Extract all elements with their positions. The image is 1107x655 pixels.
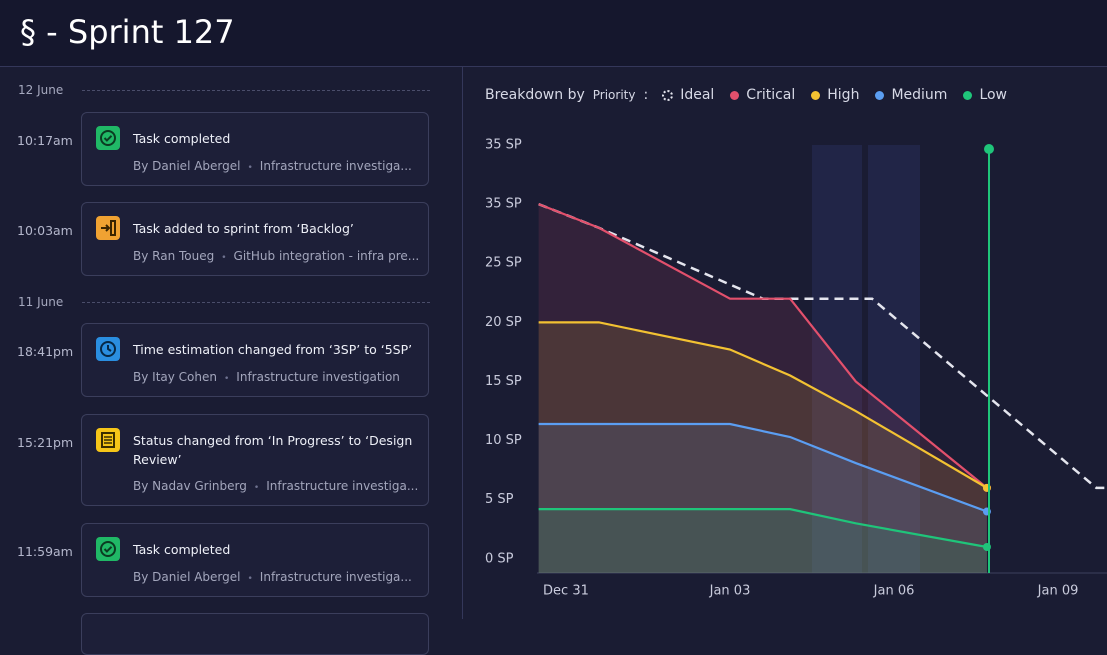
time: 15:21pm <box>17 435 74 450</box>
task: Infrastructure investiga... <box>259 570 412 584</box>
y-tick-label: 35 SP <box>485 197 522 212</box>
legend-item[interactable]: High <box>811 87 859 103</box>
line <box>538 321 988 489</box>
y-tick-label: 0 SP <box>485 551 514 566</box>
activity-title: Task completed <box>133 542 231 557</box>
divider <box>82 302 430 303</box>
line <box>538 203 988 489</box>
legend-marker <box>963 90 973 100</box>
time: 10:03am <box>17 223 73 238</box>
activity-meta: By Daniel Abergel • Infrastructure investi… <box>133 570 412 584</box>
time: 18:41pm <box>17 344 74 359</box>
activity-card[interactable]: Task completed By Daniel Abergel • Infrast… <box>81 523 429 597</box>
area <box>538 424 987 573</box>
activity-title: Status changed from ‘In Progress’ to ‘De… <box>133 433 413 467</box>
area <box>538 509 987 573</box>
legend-item[interactable]: Ideal <box>662 87 714 103</box>
date-divider: 12 June <box>18 83 64 97</box>
y-tick-label: 35 SP <box>485 138 522 153</box>
author: By Nadav Grinberg <box>133 479 247 493</box>
activity-card[interactable] <box>81 613 429 655</box>
area <box>538 204 987 573</box>
chart: 35 SP 35 SP 25 SP 20 SP 15 SP 10 SP 5 SP 0 SP De… <box>485 138 1107 599</box>
y-tick-label: 15 SP <box>485 374 522 389</box>
author: By Daniel Abergel <box>133 570 241 584</box>
legend-separator: : <box>643 87 649 103</box>
legend-marker <box>662 89 674 101</box>
activity-card[interactable]: Task completed By Daniel Abergel • Infrast… <box>81 112 429 186</box>
y-tick-label: 10 SP <box>485 433 522 448</box>
date-divider: 11 June <box>18 295 64 309</box>
y-tick-label: 25 SP <box>485 256 522 271</box>
icon <box>96 337 120 361</box>
task: Infrastructure investigation <box>236 370 400 384</box>
weekend-band <box>868 145 920 573</box>
activity-meta: By Itay Cohen • Infrastructure investigati… <box>133 370 400 384</box>
icon <box>96 216 120 240</box>
y-tick-label: 5 SP <box>485 492 514 507</box>
line <box>538 508 988 549</box>
legend-label: High <box>827 87 860 103</box>
legend-label: Ideal <box>680 87 715 103</box>
task: Infrastructure investiga... <box>259 159 412 173</box>
legend-label: Low <box>979 87 1008 103</box>
activity-card[interactable]: Status changed from ‘In Progress’ to ‘De… <box>81 414 429 506</box>
y-tick-label: 20 SP <box>485 315 522 330</box>
legend-group[interactable]: Priority <box>592 88 636 102</box>
line <box>538 422 988 513</box>
today-marker <box>984 144 994 154</box>
author: By Ran Toueg <box>133 249 215 263</box>
activity-meta: By Daniel Abergel • Infrastructure investi… <box>133 159 412 173</box>
legend-label: Medium <box>891 87 948 103</box>
legend-prefix: Breakdown by <box>485 87 585 103</box>
header: § - Sprint 127 <box>0 0 1107 67</box>
icon <box>96 126 120 150</box>
divider <box>82 90 430 91</box>
legend-marker <box>875 90 885 100</box>
time: 10:17am <box>17 133 73 148</box>
task: GitHub integration - infra pre... <box>233 249 420 263</box>
author: By Daniel Abergel <box>133 159 241 173</box>
x-tick-label: Jan 09 <box>1037 584 1079 599</box>
page-title: § - Sprint 127 <box>20 13 235 51</box>
task: Infrastructure investiga... <box>266 479 419 493</box>
legend-marker <box>730 90 740 100</box>
x-tick-label: Dec 31 <box>543 584 589 599</box>
icon <box>96 537 120 561</box>
legend-marker <box>811 90 821 100</box>
activity-card[interactable]: Time estimation changed from ‘3SP’ to ‘5… <box>81 323 429 397</box>
legend-item[interactable]: Critical <box>730 87 795 103</box>
icon <box>96 428 120 452</box>
legend-item[interactable]: Low <box>963 87 1007 103</box>
activity-meta: By Ran Toueg • GitHub integration - infra … <box>133 249 420 263</box>
time: 11:59am <box>17 544 73 559</box>
activity-feed: 12 June 10:17am Task completed By Daniel… <box>0 67 463 655</box>
author: By Itay Cohen <box>133 370 217 384</box>
legend-label: Critical <box>746 87 796 103</box>
activity-title: Task added to sprint from ‘Backlog’ <box>133 221 354 236</box>
activity-meta: By Nadav Grinberg • Infrastructure investi… <box>133 479 419 493</box>
area <box>538 322 987 573</box>
x-tick-label: Jan 03 <box>709 584 751 599</box>
legend-item[interactable]: Medium <box>875 87 947 103</box>
activity-title: Task completed <box>133 131 231 146</box>
legend: Breakdown by Priority : Ideal Critical Hig… <box>485 87 1023 103</box>
activity-card[interactable]: Task added to sprint from ‘Backlog’ By R… <box>81 202 429 276</box>
activity-title: Time estimation changed from ‘3SP’ to ‘5… <box>133 342 413 357</box>
x-tick-label: Jan 06 <box>873 584 915 599</box>
